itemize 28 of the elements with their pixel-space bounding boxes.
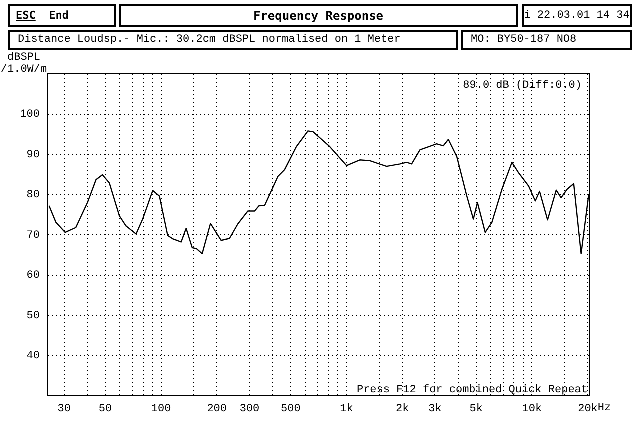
- y-tick-label: 100: [20, 109, 40, 122]
- x-tick-label: 200: [207, 404, 228, 416]
- x-tick-label: 500: [281, 404, 301, 416]
- y-axis-title: dBSPL /1.0W/m: [0, 52, 48, 76]
- annotation: Press F12 for combined Quick Repeat: [356, 384, 588, 396]
- annotation: 89.0 dB (Diff:0.0): [463, 80, 582, 92]
- chart-subtitle: Distance Loudsp.- Mic.: 30.2cm dBSPL normalised on 1 Meter: [8, 30, 458, 50]
- chart-title: Frequency Response: [119, 4, 518, 27]
- x-tick-label: 300: [240, 404, 260, 416]
- y-tick-label: 50: [26, 310, 40, 322]
- x-tick-label: 1k: [340, 404, 354, 416]
- y-tick-label: 70: [26, 230, 40, 242]
- text: MO: BY50-187 NO8: [461, 30, 632, 50]
- x-tick-label: 5k: [470, 404, 484, 416]
- text: ESC End: [16, 9, 69, 22]
- x-tick-label: 20k: [578, 404, 598, 416]
- x-tick-label: 50: [98, 404, 112, 416]
- x-tick-label: 2k: [396, 404, 410, 416]
- x-tick-label: 30: [58, 404, 71, 416]
- x-tick-label: 100: [151, 404, 172, 416]
- x-tick-label: 10k: [522, 404, 542, 416]
- x-axis-title: Hz: [598, 402, 612, 414]
- y-tick-label: 60: [26, 270, 40, 282]
- text: i 22.03.01 14 34: [522, 4, 632, 27]
- y-tick-label: 40: [26, 350, 40, 363]
- y-tick-label: 90: [26, 149, 40, 162]
- y-tick-label: 80: [26, 190, 40, 202]
- x-tick-label: 3k: [428, 404, 442, 416]
